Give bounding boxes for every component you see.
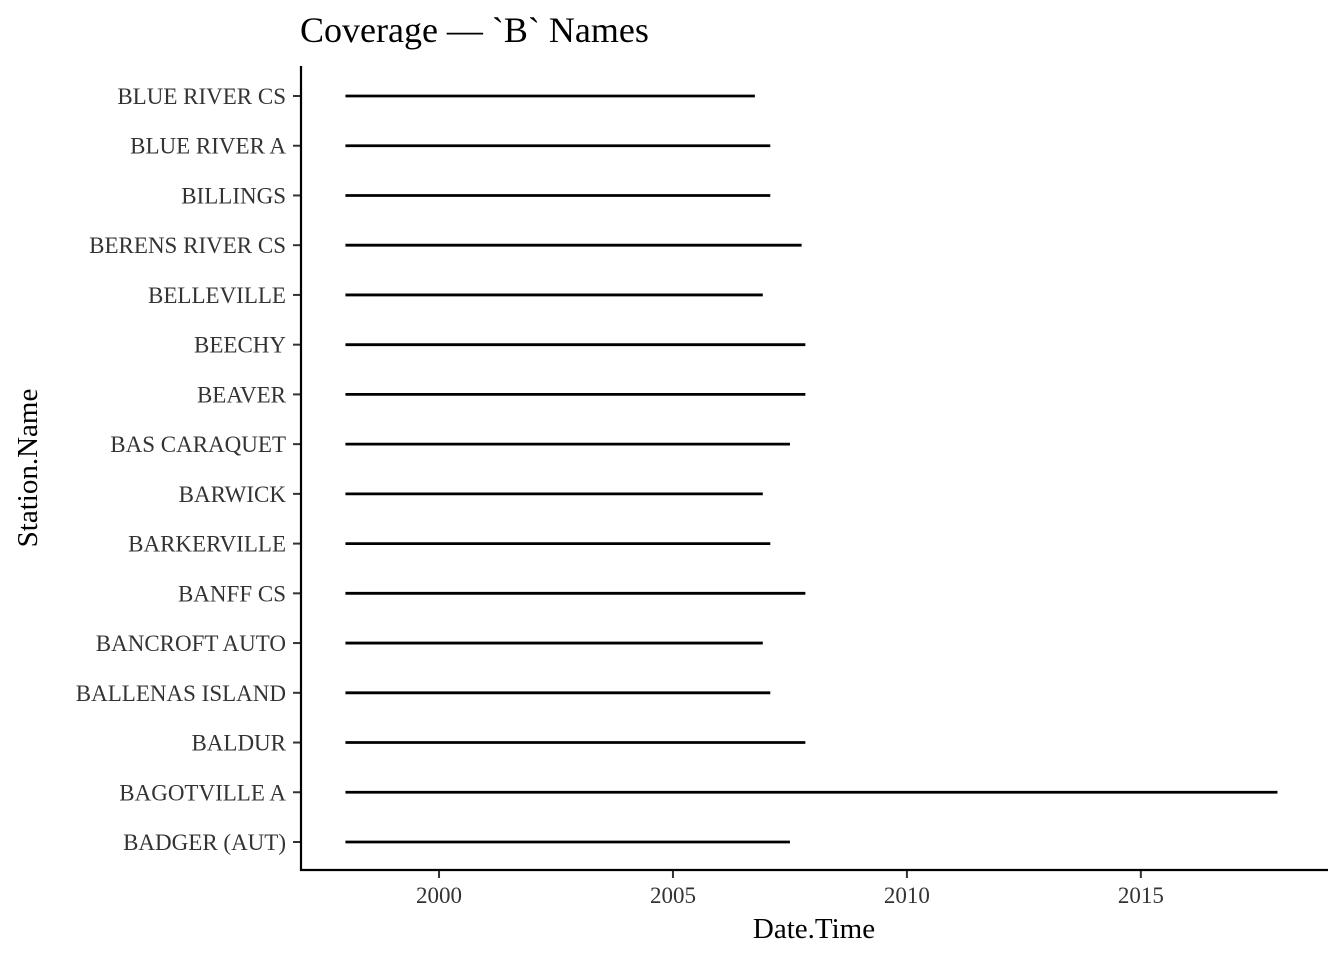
y-tick-label: BARKERVILLE [128, 532, 286, 557]
x-tick-label: 2015 [1118, 883, 1164, 908]
y-tick-label: BANFF CS [178, 581, 286, 606]
y-tick-label: BERENS RIVER CS [89, 233, 286, 258]
y-tick-label: BAGOTVILLE A [119, 780, 286, 805]
y-tick-label: BEAVER [197, 382, 287, 407]
y-tick-label: BILLINGS [181, 183, 286, 208]
chart-title: Coverage — `B` Names [300, 10, 649, 50]
y-tick-label: BADGER (AUT) [123, 830, 286, 855]
y-axis-ticks: BADGER (AUT) BAGOTVILLE A BALDUR BALLENAS I… [76, 84, 301, 855]
y-tick-label: BALDUR [191, 731, 286, 756]
y-tick-label: BLUE RIVER CS [117, 84, 286, 109]
y-tick-label: BAS CARAQUET [110, 432, 286, 457]
x-tick-label: 2010 [884, 883, 930, 908]
segments-layer [345, 94, 1278, 844]
y-tick-label: BELLEVILLE [148, 283, 286, 308]
y-tick-label: BLUE RIVER A [130, 134, 286, 159]
y-tick-label: BALLENAS ISLAND [76, 681, 286, 706]
x-tick-label: 2005 [650, 883, 696, 908]
y-tick-label: BANCROFT AUTO [96, 631, 286, 656]
y-tick-label: BEECHY [194, 333, 286, 358]
y-axis-title: Station.Name [12, 389, 44, 548]
x-axis-title: Date.Time [753, 913, 875, 945]
x-axis-ticks: 2000 2005 2010 2015 [416, 870, 1164, 908]
x-tick-label: 2000 [416, 883, 462, 908]
y-tick-label: BARWICK [179, 482, 287, 507]
